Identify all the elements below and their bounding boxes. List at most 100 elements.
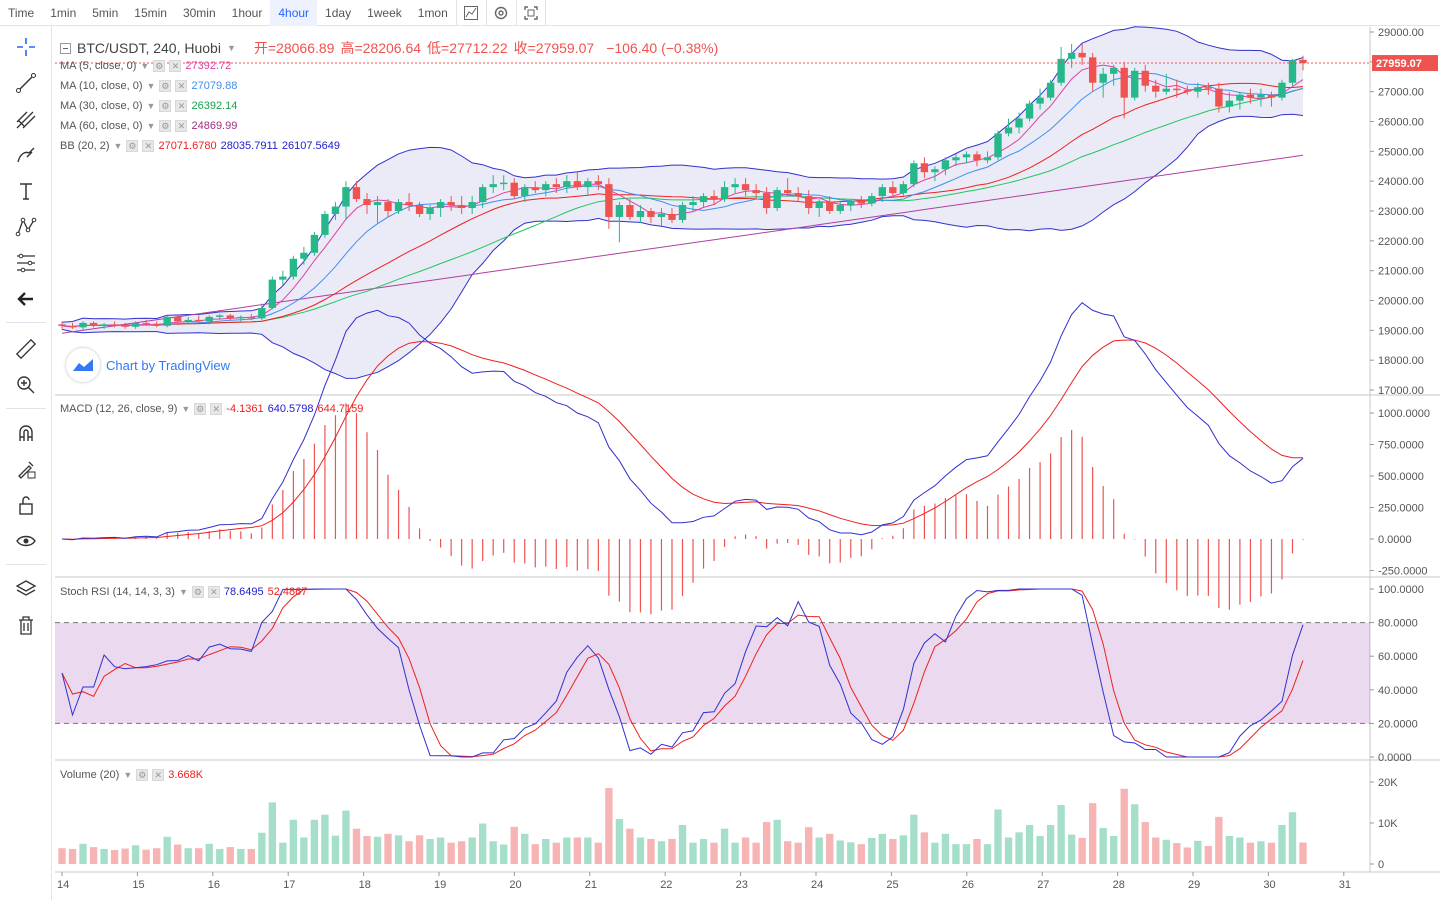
time-tick-label: 14 <box>57 879 69 891</box>
ma5-label: MA (5, close, 0) <box>60 60 137 72</box>
back-arrow-icon[interactable] <box>10 284 42 314</box>
candle-body <box>1131 70 1139 98</box>
ma60-dropdown-icon[interactable]: ▼ <box>146 121 156 131</box>
bb-legend[interactable]: BB (20, 2) ▼ ⚙ ✕ 27071.6780 28035.7911 261… <box>60 140 340 152</box>
macd-tick-label: -250.0000 <box>1378 566 1428 578</box>
pitchfork-icon[interactable] <box>10 104 42 134</box>
lock-drawing-icon[interactable] <box>10 454 42 484</box>
time-label: Time <box>8 5 35 20</box>
macd-signal-line <box>61 339 1304 540</box>
volume-bar <box>1246 842 1255 864</box>
volume-legend[interactable]: Volume (20) ▼ ⚙ ✕ 3.668K <box>60 769 203 781</box>
interval-30min[interactable]: 30min <box>182 5 216 20</box>
candle-body <box>910 163 918 185</box>
time-tick-label: 30 <box>1263 879 1275 891</box>
ma10-dropdown-icon[interactable]: ▼ <box>146 81 156 91</box>
candle-body <box>983 157 992 161</box>
volume-remove-icon[interactable]: ✕ <box>152 769 165 781</box>
settings-icon[interactable] <box>485 0 516 26</box>
volume-bar <box>184 848 192 864</box>
candle-body <box>973 154 981 161</box>
candle-body <box>457 205 466 209</box>
candle-body <box>142 322 150 324</box>
top-toolbar: Time 1min 5min 15min 30min 1hour 4hour 1day 1we… <box>0 0 1440 26</box>
volume-bar <box>657 841 666 864</box>
ma30-legend[interactable]: MA (30, close, 0) ▼ ⚙ ✕ 26392.14 <box>60 100 237 112</box>
trend-line-icon[interactable] <box>10 68 42 98</box>
ma5-remove-icon[interactable]: ✕ <box>169 60 182 72</box>
interval-1min[interactable]: 1min <box>50 5 77 20</box>
interval-1mon[interactable]: 1mon <box>417 5 448 20</box>
ma60-settings-icon[interactable]: ⚙ <box>159 120 172 132</box>
zoom-in-icon[interactable] <box>10 370 42 400</box>
candle-body <box>163 316 171 326</box>
macd-remove-icon[interactable]: ✕ <box>210 403 223 415</box>
fullscreen-icon[interactable] <box>515 0 546 26</box>
tradingview-watermark[interactable]: Chart by TradingView <box>66 348 230 382</box>
candle-body <box>773 190 781 209</box>
eye-icon[interactable] <box>10 526 42 556</box>
macd-settings-icon[interactable]: ⚙ <box>194 403 207 415</box>
ma5-legend[interactable]: MA (5, close, 0) ▼ ⚙ ✕ 27392.72 <box>60 60 231 72</box>
candle-body <box>878 187 887 197</box>
interval-1week[interactable]: 1week <box>367 5 402 20</box>
candle-body <box>310 234 319 253</box>
ma10-settings-icon[interactable]: ⚙ <box>159 80 172 92</box>
candle-body <box>405 202 413 206</box>
stoch-dropdown-icon[interactable]: ▼ <box>178 587 188 597</box>
candle-body <box>58 324 66 326</box>
ma30-settings-icon[interactable]: ⚙ <box>159 100 172 112</box>
magnet-icon[interactable] <box>10 418 42 448</box>
interval-5min[interactable]: 5min <box>92 5 119 20</box>
ma10-legend[interactable]: MA (10, close, 0) ▼ ⚙ ✕ 27079.88 <box>60 80 237 92</box>
unlock-icon[interactable] <box>10 490 42 520</box>
interval-1hour[interactable]: 1hour <box>231 5 263 20</box>
ma5-value: 27392.72 <box>185 60 232 72</box>
candle-body <box>300 252 308 259</box>
volume-bar <box>594 842 603 864</box>
bb-label: BB (20, 2) <box>60 140 110 152</box>
ma10-remove-icon[interactable]: ✕ <box>175 80 188 92</box>
ma5-settings-icon[interactable]: ⚙ <box>153 60 166 72</box>
volume-bar <box>373 836 382 864</box>
collapse-icon[interactable] <box>60 42 71 54</box>
macd-legend[interactable]: MACD (12, 26, close, 9) ▼ ⚙ ✕ -4.1361 640.… <box>60 403 363 415</box>
ma5-dropdown-icon[interactable]: ▼ <box>140 61 150 71</box>
stoch-remove-icon[interactable]: ✕ <box>207 586 220 598</box>
pattern-icon[interactable] <box>10 212 42 242</box>
sidebar-divider <box>6 322 46 323</box>
interval-4hour[interactable]: 4hour <box>270 0 318 26</box>
tradingview-logo-icon <box>66 348 100 382</box>
bb-remove-icon[interactable]: ✕ <box>142 140 155 152</box>
trash-icon[interactable] <box>10 610 42 640</box>
interval-1day[interactable]: 1day <box>325 5 352 20</box>
text-icon[interactable] <box>10 176 42 206</box>
stoch-tick-label: 0.0000 <box>1378 752 1412 764</box>
bb-dropdown-icon[interactable]: ▼ <box>113 141 123 151</box>
crosshair-icon[interactable] <box>10 32 42 62</box>
bb-settings-icon[interactable]: ⚙ <box>126 140 139 152</box>
volume-bar <box>1120 788 1128 864</box>
volume-dropdown-icon[interactable]: ▼ <box>123 770 133 780</box>
fib-icon[interactable] <box>10 248 42 278</box>
ma30-dropdown-icon[interactable]: ▼ <box>146 101 156 111</box>
volume-settings-icon[interactable]: ⚙ <box>136 769 149 781</box>
stoch-legend[interactable]: Stoch RSI (14, 14, 3, 3) ▼ ⚙ ✕ 78.6495 52.… <box>60 586 307 598</box>
layers-icon[interactable] <box>10 574 42 604</box>
volume-bar <box>1152 837 1160 864</box>
symbol-dropdown-icon[interactable]: ▼ <box>226 43 236 53</box>
candle-body <box>542 184 550 191</box>
candle-body <box>373 202 382 206</box>
macd-dropdown-icon[interactable]: ▼ <box>181 404 191 414</box>
ma30-remove-icon[interactable]: ✕ <box>175 100 188 112</box>
ma60-legend[interactable]: MA (60, close, 0) ▼ ⚙ ✕ 24869.99 <box>60 120 237 132</box>
ma60-remove-icon[interactable]: ✕ <box>175 120 188 132</box>
volume-bar <box>237 848 245 864</box>
brush-icon[interactable] <box>10 140 42 170</box>
ruler-icon[interactable] <box>10 334 42 364</box>
interval-15min[interactable]: 15min <box>134 5 167 20</box>
stoch-settings-icon[interactable]: ⚙ <box>191 586 204 598</box>
volume-bar <box>426 838 434 864</box>
compare-icon[interactable] <box>455 0 486 26</box>
